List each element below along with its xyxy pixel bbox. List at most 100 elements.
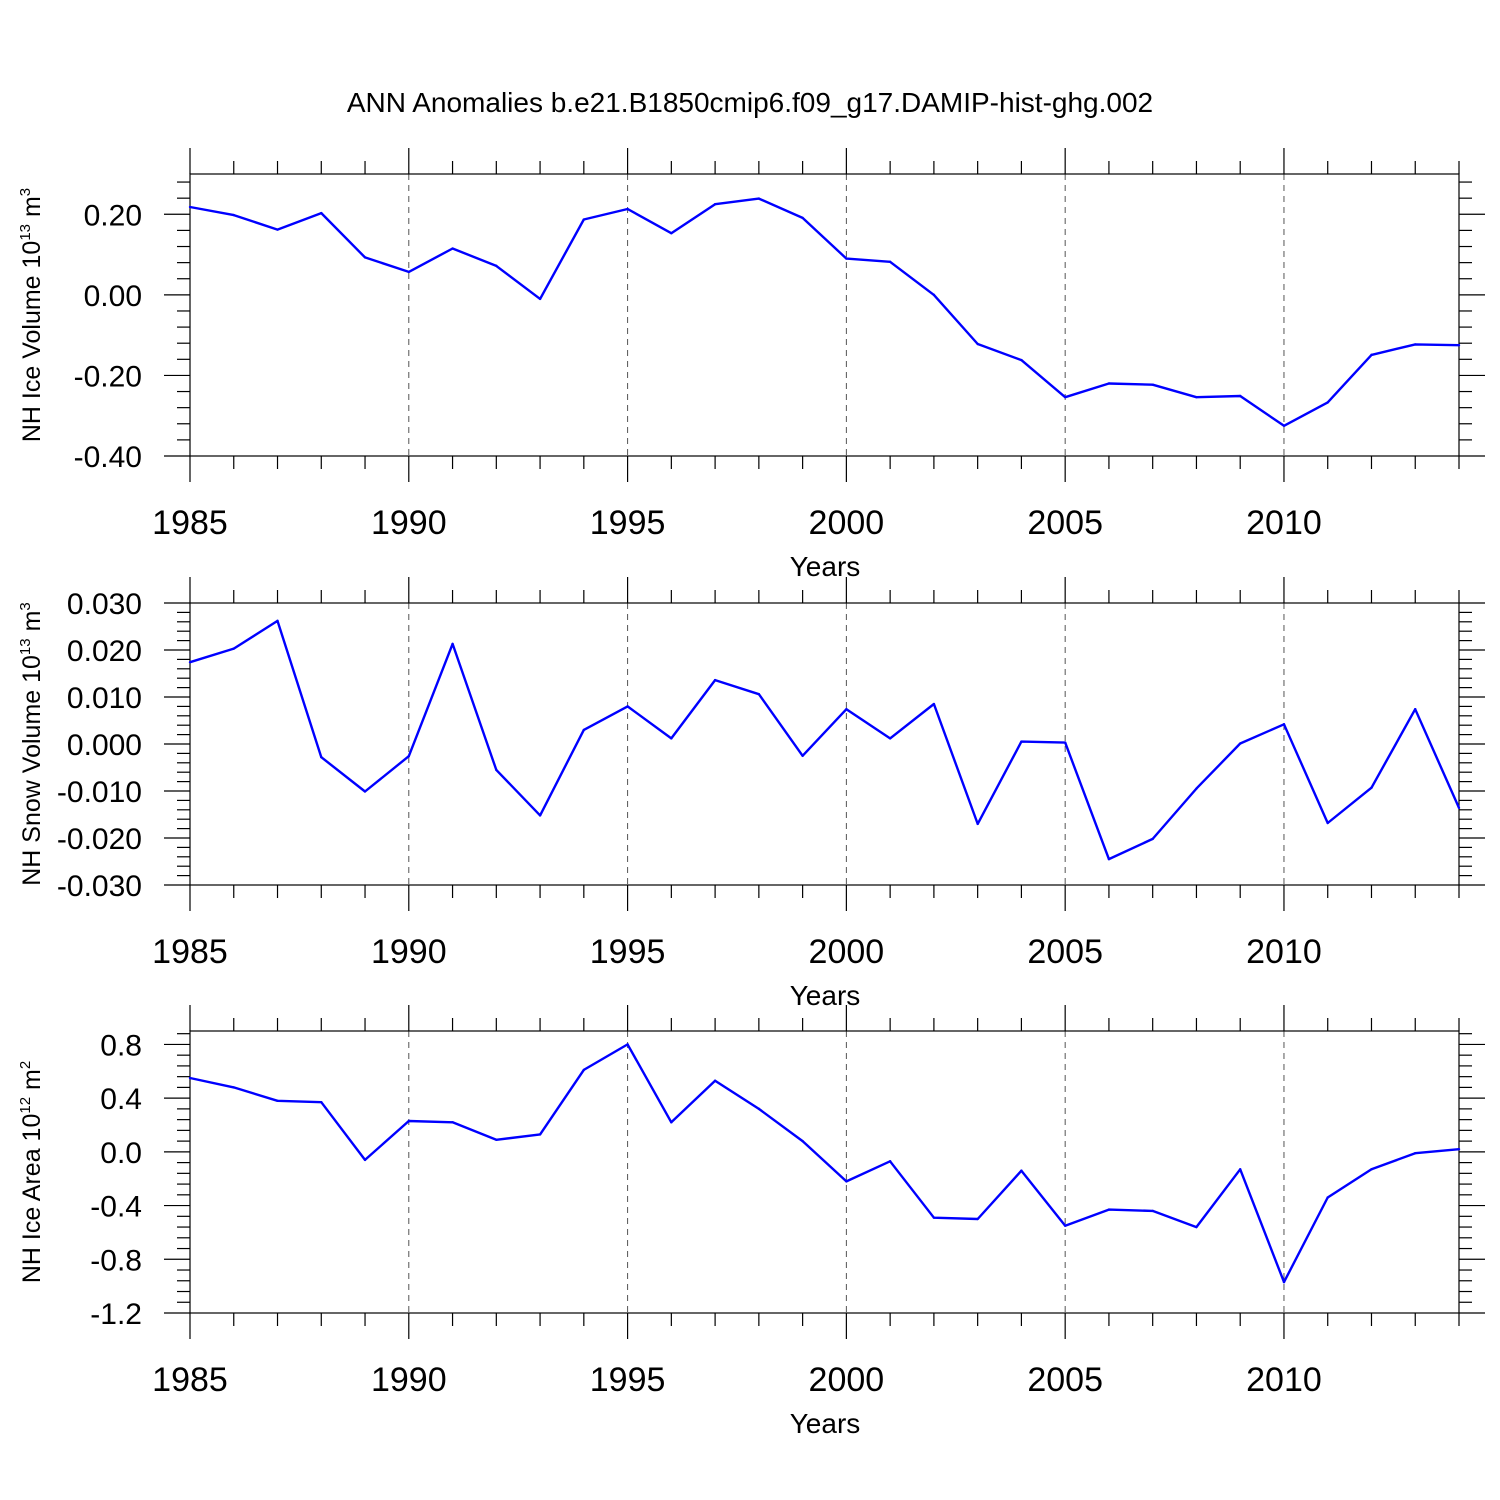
y-tick-label: 0.010 [67, 682, 142, 715]
data-point [1414, 343, 1417, 346]
data-point [888, 1160, 892, 1163]
data-point [670, 232, 673, 235]
data-point [495, 264, 498, 268]
y-axis-label-exponent: 12 [17, 1097, 34, 1114]
x-tick-label: 2005 [1027, 1361, 1103, 1399]
x-axis-label: Years [790, 1408, 861, 1439]
data-point [888, 737, 892, 740]
data-point [757, 1107, 761, 1111]
data-point [188, 1076, 192, 1080]
x-tick-label: 1985 [152, 504, 228, 542]
data-point [845, 1180, 848, 1183]
data-point [626, 705, 629, 708]
data-point [1370, 786, 1373, 789]
y-tick-label: 0.4 [100, 1083, 142, 1116]
data-point [1107, 857, 1111, 861]
data-point [451, 1121, 454, 1124]
x-tick-label: 1990 [371, 933, 447, 971]
series-line [189, 197, 1460, 427]
x-tick-label: 2000 [809, 504, 885, 542]
panel-2: 1985 1990 1995 2000 2005 2010 Years -0.030 -0.02… [17, 577, 1485, 1011]
x-tick-label: 1990 [371, 504, 447, 542]
data-point [1151, 837, 1154, 841]
data-point [976, 1217, 979, 1221]
data-point [1020, 358, 1023, 362]
y-tick-label: 0.8 [100, 1029, 142, 1062]
panels: 1985 1990 1995 2000 2005 2010 Years -0.40 -0.20 0… [17, 148, 1485, 1439]
data-point [932, 293, 936, 297]
data-point [1239, 1168, 1242, 1171]
data-point [1063, 741, 1067, 744]
x-tick-label: 1995 [590, 1361, 666, 1399]
x-tick-label: 1995 [590, 933, 666, 971]
x-tick-label: 2010 [1246, 933, 1322, 971]
y-axis-label-exponent: 3 [17, 602, 34, 610]
data-point [626, 207, 629, 211]
data-point [1195, 395, 1198, 399]
data-point [232, 213, 235, 217]
y-axis-label-exponent: 13 [17, 638, 34, 655]
data-point [1020, 740, 1023, 743]
data-point [538, 814, 542, 817]
data-point [582, 218, 586, 221]
plot-frame [189, 602, 1460, 886]
data-point [320, 211, 323, 215]
data-point [1239, 394, 1242, 398]
y-tick-label: 0.030 [67, 588, 142, 621]
data-point [1195, 787, 1198, 790]
y-axis-label: NH Ice Volume 1013 m3 [17, 188, 46, 442]
series-line [189, 1043, 1460, 1284]
data-point [320, 755, 323, 759]
x-tick-label: 2005 [1027, 933, 1103, 971]
data-point [670, 1121, 673, 1124]
y-axis-label-exponent: 13 [17, 224, 34, 241]
data-point [320, 1100, 323, 1104]
y-tick-label: -0.4 [90, 1191, 142, 1224]
data-point [670, 737, 673, 740]
y-tick-label: 0.0 [100, 1137, 142, 1170]
plot-frame [189, 173, 1460, 457]
data-point [845, 257, 848, 260]
x-tick-label: 1995 [590, 504, 666, 542]
data-point [188, 205, 192, 209]
data-point [188, 661, 192, 664]
y-tick-label: -0.20 [74, 360, 142, 393]
y-axis-label-text: m [18, 1069, 46, 1097]
y-axis-label-exponent: 3 [17, 188, 34, 196]
y-tick-label: -1.2 [90, 1298, 142, 1331]
data-point [1282, 1280, 1286, 1284]
x-tick-label: 1990 [371, 1361, 447, 1399]
data-point [1457, 1147, 1461, 1151]
data-point [276, 1099, 279, 1103]
data-point [582, 1068, 586, 1072]
data-point [1151, 383, 1154, 386]
data-point [1326, 1196, 1329, 1199]
x-axis-label: Years [790, 980, 861, 1011]
y-tick-label: -0.020 [57, 823, 142, 856]
data-point [976, 342, 979, 346]
data-point [1195, 1225, 1198, 1229]
x-tick-label: 2010 [1246, 1361, 1322, 1399]
data-point [626, 1043, 629, 1046]
data-point [276, 228, 279, 231]
y-axis-label: NH Snow Volume 1013 m3 [17, 602, 46, 886]
data-point [713, 1079, 717, 1082]
data-point [845, 708, 848, 711]
x-tick-label: 2000 [809, 933, 885, 971]
data-point [1414, 708, 1417, 711]
data-point [976, 822, 979, 826]
y-tick-label: 0.20 [84, 199, 142, 232]
series-line [189, 619, 1461, 861]
plot-frame [189, 1030, 1460, 1314]
data-point [801, 216, 804, 220]
y-axis-label-text: NH Snow Volume 10 [18, 655, 46, 886]
data-point [1020, 1169, 1023, 1172]
data-point [1107, 1208, 1111, 1211]
data-point [1151, 1209, 1154, 1213]
data-point [276, 619, 279, 623]
data-point [363, 1158, 367, 1162]
data-point [582, 728, 586, 732]
y-axis-label-text: NH Ice Volume 10 [18, 241, 46, 443]
data-point [713, 203, 717, 206]
